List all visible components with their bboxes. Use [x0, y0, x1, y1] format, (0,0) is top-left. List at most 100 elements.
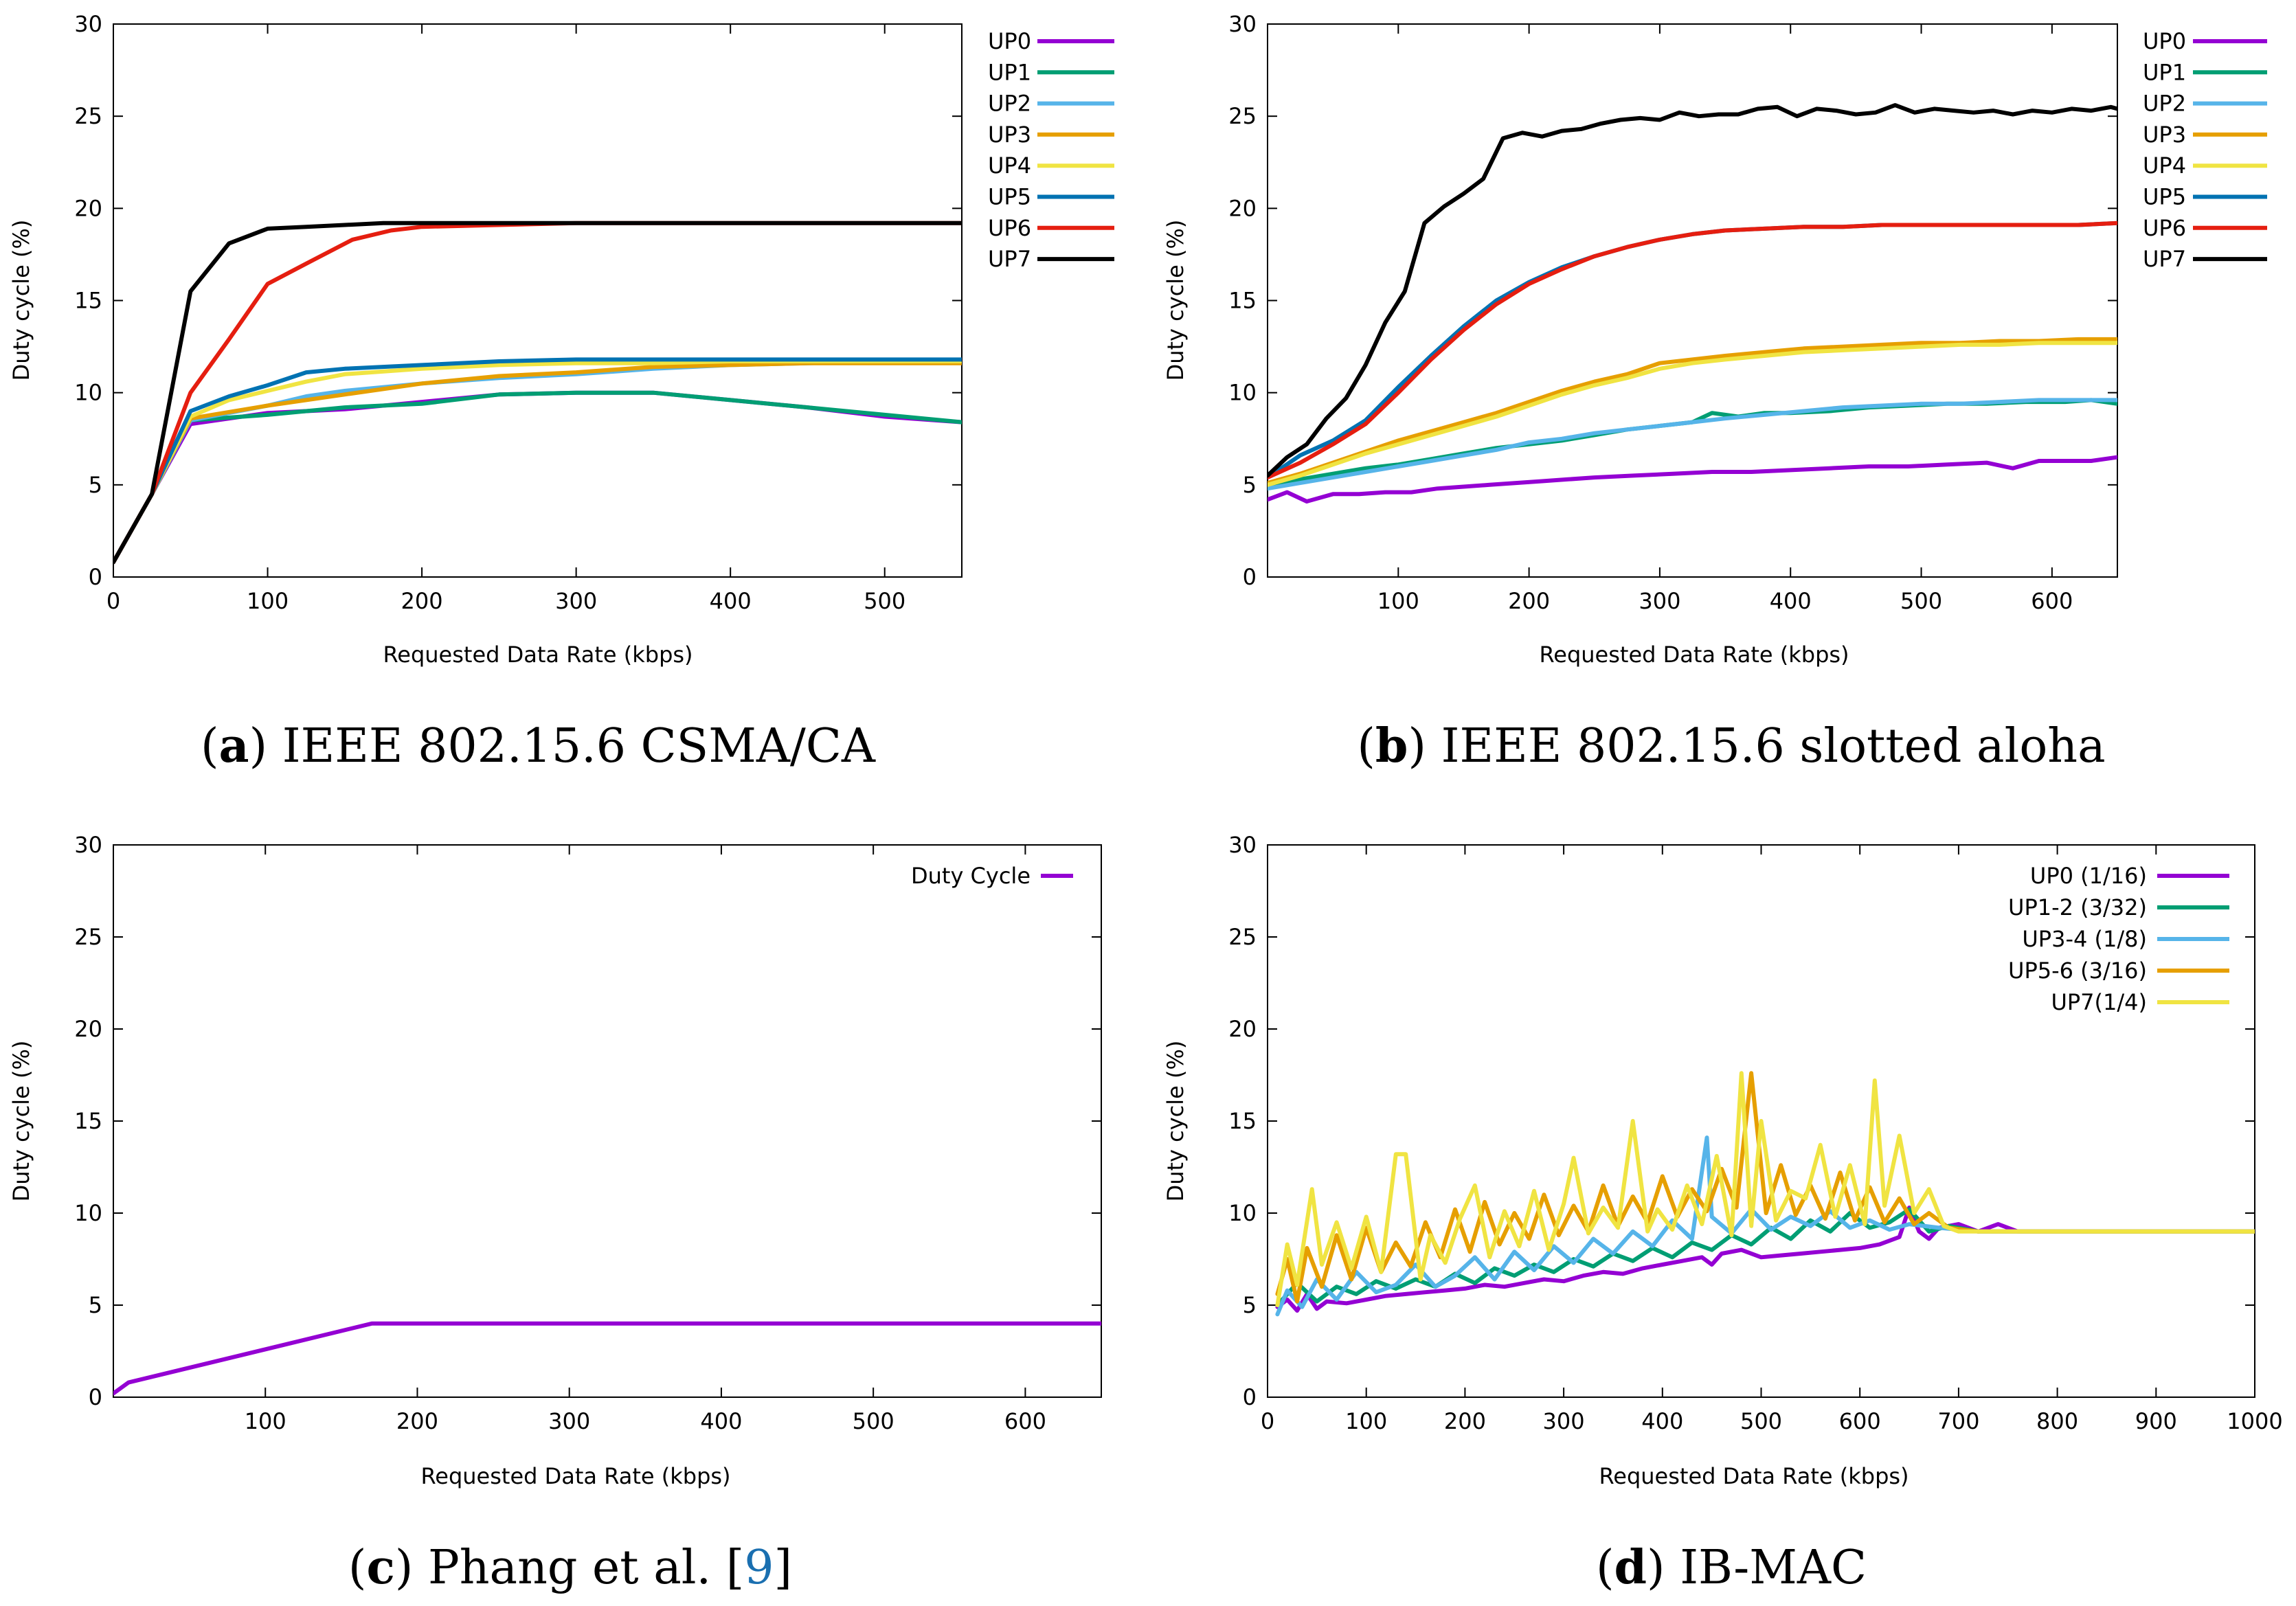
series-line-up7	[1268, 103, 2117, 478]
y-tick-label: 30	[74, 832, 102, 858]
x-tick-label: 400	[1770, 588, 1812, 614]
legend: UP0 UP1 UP2 UP3 UP4 UP5 UP6 UP7	[2143, 28, 2267, 272]
caption-after: ]	[774, 1541, 793, 1595]
legend: UP0 UP1 UP2 UP3 UP4 UP5 UP6 UP7	[988, 28, 1114, 272]
x-tick-label: 400	[700, 1408, 742, 1434]
legend: UP0 (1/16) UP1-2 (3/32) UP3-4 (1/8) UP5-6 (…	[2008, 863, 2229, 1015]
series-group	[113, 220, 962, 565]
x-tick-label: 700	[1937, 1408, 1979, 1434]
y-tick-label: 25	[74, 924, 102, 950]
legend-label: UP3	[2143, 122, 2186, 148]
caption-open: (	[201, 719, 219, 773]
caption-letter: b	[1375, 719, 1408, 773]
plot-frame	[113, 844, 1102, 1398]
series-line-up4	[1268, 341, 2117, 487]
legend-label: UP4	[2143, 152, 2186, 179]
caption-close: )	[395, 1541, 414, 1595]
x-tick-label: 200	[1508, 588, 1550, 614]
caption-open: (	[348, 1541, 367, 1595]
x-tick-label: 500	[864, 588, 905, 614]
y-tick-label: 5	[89, 1292, 102, 1318]
y-tick-label: 30	[1228, 832, 1257, 858]
subfigure-caption: (d) IB-MAC	[1596, 1540, 1867, 1595]
legend-label: UP3-4 (1/8)	[2022, 926, 2147, 952]
series-line-up1	[113, 390, 962, 565]
x-tick-label: 0	[1261, 1408, 1274, 1434]
y-tick-label: 30	[1228, 11, 1257, 37]
caption-text: IEEE 802.15.6 slotted aloha	[1426, 719, 2106, 773]
chart-c: 0 5 10 15 20 25 30 100 200 300 400 500 600 Requested …	[8, 832, 1102, 1595]
y-tick-label: 10	[74, 1200, 102, 1226]
series-line-up7-1-4-	[1275, 1071, 2255, 1307]
legend-label: UP7(1/4)	[2051, 989, 2147, 1015]
y-tick-label: 10	[1228, 1200, 1257, 1226]
x-tick-label: 0	[106, 588, 120, 614]
legend-label: UP1-2 (3/32)	[2008, 894, 2147, 920]
x-tick-label: 500	[1900, 588, 1942, 614]
legend-label: UP5	[2143, 184, 2186, 210]
x-tick-label: 300	[1639, 588, 1680, 614]
x-tick-label: 500	[1740, 1408, 1782, 1434]
x-tick-label: 600	[1839, 1408, 1881, 1434]
y-tick-label: 10	[74, 380, 102, 406]
legend-label: UP5	[988, 184, 1031, 210]
y-tick-label: 15	[1228, 288, 1257, 314]
y-axis-label: Duty cycle (%)	[1162, 1041, 1189, 1202]
caption-cite[interactable]: 9	[744, 1541, 774, 1595]
series-group	[113, 1321, 1101, 1396]
series-line-up2	[1268, 398, 2117, 491]
y-axis-label: Duty cycle (%)	[8, 1041, 34, 1202]
series-line-up5-6-3-16-	[1275, 1071, 2255, 1304]
x-tick-label: 900	[2135, 1408, 2177, 1434]
caption-letter: c	[366, 1540, 394, 1595]
y-tick-label: 25	[74, 103, 102, 129]
y-tick-label: 0	[89, 564, 102, 590]
y-tick-label: 25	[1228, 103, 1257, 129]
series-group	[1268, 103, 2117, 504]
legend-label: UP6	[988, 215, 1031, 241]
y-tick-label: 5	[89, 472, 102, 498]
series-line-up3-4-1-8-	[1275, 1135, 2255, 1317]
legend-label: UP2	[988, 91, 1031, 117]
y-tick-label: 20	[74, 195, 102, 221]
legend-label: UP1	[2143, 59, 2186, 85]
y-tick-label: 5	[1243, 472, 1257, 498]
y-axis-label: Duty cycle (%)	[1162, 220, 1189, 381]
x-tick-label: 400	[1641, 1408, 1683, 1434]
legend-label: UP2	[2143, 91, 2186, 117]
x-tick-label: 200	[396, 1408, 438, 1434]
y-tick-label: 20	[1228, 1016, 1257, 1042]
caption-open: (	[1357, 719, 1375, 773]
series-line-duty-cycle	[113, 1321, 1101, 1396]
subfigure-caption: (c) Phang et al. [9]	[348, 1540, 792, 1595]
y-tick-label: 10	[1228, 380, 1257, 406]
subfigure-caption: (b) IEEE 802.15.6 slotted aloha	[1357, 719, 2105, 773]
legend-label: UP7	[2143, 246, 2186, 272]
series-line-up5	[113, 357, 962, 565]
x-tick-label: 400	[710, 588, 752, 614]
x-tick-label: 100	[247, 588, 289, 614]
series-line-up0-1-16-	[1275, 1206, 2255, 1313]
caption-close: )	[249, 719, 268, 773]
y-axis-label: Duty cycle (%)	[8, 220, 34, 381]
legend-label: UP1	[988, 59, 1031, 85]
caption-letter: d	[1614, 1540, 1647, 1595]
y-tick-label: 15	[74, 1108, 102, 1134]
plot-frame	[113, 23, 963, 578]
y-tick-label: 20	[74, 1016, 102, 1042]
x-axis-label: Requested Data Rate (kbps)	[383, 642, 693, 668]
legend-label: UP5-6 (3/16)	[2008, 958, 2147, 984]
y-tick-label: 0	[1243, 564, 1257, 590]
series-group	[1275, 1071, 2255, 1317]
x-tick-label: 100	[1345, 1408, 1387, 1434]
x-axis-label: Requested Data Rate (kbps)	[1539, 642, 1849, 668]
y-tick-label: 20	[1228, 195, 1257, 221]
x-tick-label: 200	[1444, 1408, 1486, 1434]
caption-text: IEEE 802.15.6 CSMA/CA	[267, 719, 876, 773]
series-line-up6	[1268, 220, 2117, 480]
x-tick-label: 600	[1004, 1408, 1046, 1434]
series-line-up5	[1268, 220, 2117, 480]
